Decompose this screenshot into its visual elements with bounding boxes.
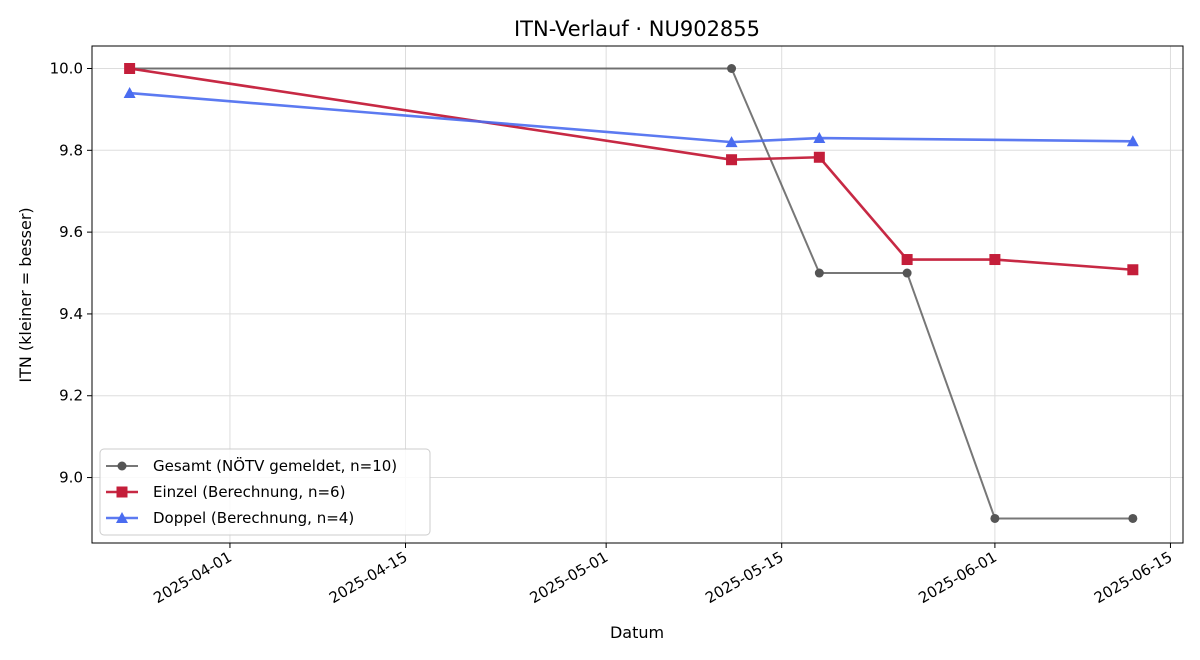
data-point xyxy=(901,254,913,266)
series-line xyxy=(129,67,1133,272)
y-tick-label: 9.6 xyxy=(59,223,83,241)
plot-frame xyxy=(91,45,1184,544)
series-3 xyxy=(123,87,1139,148)
x-axis-label: Datum xyxy=(610,623,664,642)
y-axis-label: ITN (kleiner = besser) xyxy=(16,207,35,382)
y-tick-label: 9.2 xyxy=(59,387,83,405)
data-point xyxy=(813,132,826,144)
data-point xyxy=(124,62,136,74)
legend-label: Doppel (Berechnung, n=4) xyxy=(153,509,354,527)
data-point xyxy=(814,268,824,278)
data-point xyxy=(1128,513,1138,523)
chart-title: ITN-Verlauf · NU902855 xyxy=(514,17,760,41)
legend: Gesamt (NÖTV gemeldet, n=10) Einzel (Bere… xyxy=(99,448,431,536)
data-point xyxy=(727,63,737,73)
series-line xyxy=(129,67,1133,520)
legend-marker xyxy=(116,512,128,523)
legend-label: Einzel (Berechnung, n=6) xyxy=(153,483,345,501)
series-2 xyxy=(124,62,1139,276)
legend-box xyxy=(99,448,431,536)
series-layer xyxy=(123,62,1139,523)
data-point xyxy=(990,513,1000,523)
y-tick-label: 9.4 xyxy=(59,305,83,323)
data-point xyxy=(1126,135,1139,147)
data-point xyxy=(725,136,738,148)
data-point xyxy=(123,87,136,99)
data-point xyxy=(902,268,912,278)
legend-marker xyxy=(117,461,127,471)
legend-marker xyxy=(116,486,128,498)
data-point xyxy=(989,254,1001,266)
grid xyxy=(92,46,1183,543)
data-point xyxy=(726,154,738,166)
y-tick-label: 9.8 xyxy=(59,141,83,159)
legend-label: Gesamt (NÖTV gemeldet, n=10) xyxy=(153,456,397,475)
y-tick-label: 9.0 xyxy=(59,469,83,487)
series-line xyxy=(129,91,1133,144)
y-tick-label: 10.0 xyxy=(50,59,83,77)
data-point xyxy=(1127,264,1139,276)
data-point xyxy=(813,151,825,163)
